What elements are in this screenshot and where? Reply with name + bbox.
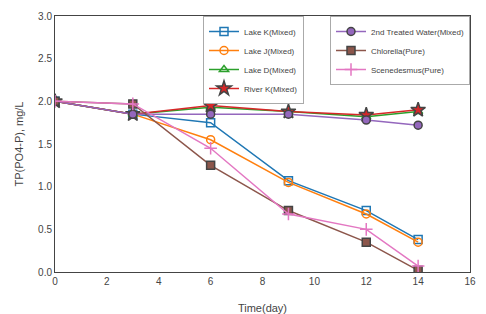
svg-text:Lake D(Mixed): Lake D(Mixed) (244, 66, 296, 75)
svg-text:4: 4 (156, 276, 162, 287)
svg-text:Lake K(Mixed): Lake K(Mixed) (244, 28, 296, 37)
svg-text:2.0: 2.0 (38, 96, 52, 107)
svg-text:2.5: 2.5 (38, 53, 52, 64)
svg-text:1.0: 1.0 (38, 181, 52, 192)
svg-text:16: 16 (464, 276, 476, 287)
svg-text:River K(Mixed): River K(Mixed) (244, 85, 297, 94)
svg-text:TP(PO4-P), mg/L: TP(PO4-P), mg/L (13, 102, 25, 187)
svg-text:6: 6 (208, 276, 214, 287)
svg-text:0.5: 0.5 (38, 224, 52, 235)
svg-text:8: 8 (260, 276, 266, 287)
svg-text:3.0: 3.0 (38, 11, 52, 22)
svg-text:Scenedesmus(Pure): Scenedesmus(Pure) (371, 66, 444, 75)
svg-text:1.5: 1.5 (38, 139, 52, 150)
svg-text:2: 2 (104, 276, 110, 287)
svg-text:Time(day): Time(day) (238, 302, 287, 314)
svg-text:Lake J(Mixed): Lake J(Mixed) (244, 47, 295, 56)
svg-text:0: 0 (52, 276, 58, 287)
svg-text:2nd Treated Water(Mixed): 2nd Treated Water(Mixed) (371, 28, 464, 37)
svg-text:12: 12 (361, 276, 373, 287)
svg-text:10: 10 (309, 276, 321, 287)
svg-text:Chlorella(Pure): Chlorella(Pure) (371, 47, 425, 56)
svg-text:14: 14 (413, 276, 425, 287)
svg-text:0.0: 0.0 (38, 267, 52, 278)
